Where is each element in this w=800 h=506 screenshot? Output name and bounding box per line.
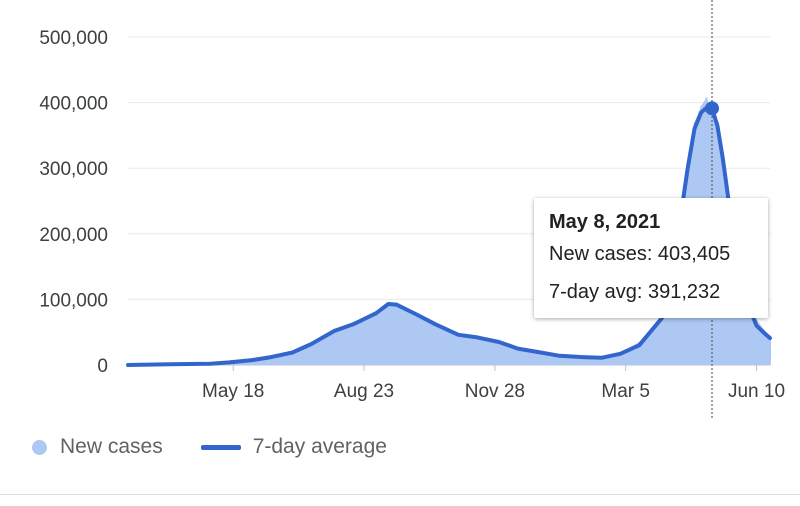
legend: New cases 7-day average [32, 432, 387, 462]
legend-average-label: 7-day average [252, 435, 387, 458]
highlight-point[interactable] [705, 101, 720, 116]
new-cases-legend-marker [32, 439, 47, 455]
tooltip-7day-avg: 7-day avg: 391,232 [549, 281, 721, 303]
x-tick-label: Nov 28 [465, 381, 525, 402]
x-tick-label: Jun 10 [728, 381, 785, 402]
y-tick-label: 0 [97, 356, 108, 377]
y-tick-label: 300,000 [39, 159, 108, 180]
x-tick-label: Aug 23 [334, 381, 394, 402]
seven-day-average-line [126, 105, 772, 367]
tooltip-date: May 8, 2021 [549, 211, 661, 233]
seven-day-average-legend-marker [200, 444, 241, 450]
y-tick-label: 100,000 [39, 290, 108, 311]
legend-new-cases-label: New cases [60, 435, 163, 458]
y-tick-label: 200,000 [39, 225, 108, 246]
x-tick-label: May 18 [202, 381, 264, 402]
tooltip: May 8, 2021 New cases: 403,405 7-day avg… [534, 198, 768, 318]
divider [0, 494, 800, 495]
tooltip-new-cases: New cases: 403,405 [549, 243, 731, 265]
x-axis-ticks: May 18 Aug 23 Nov 28 Mar 5 Jun 10 [202, 365, 785, 402]
y-tick-label: 400,000 [39, 94, 108, 115]
y-axis-ticks: 0 100,000 200,000 300,000 400,000 500,000 [39, 28, 108, 377]
x-tick-label: Mar 5 [601, 381, 650, 402]
new-cases-area [128, 97, 770, 366]
y-tick-label: 500,000 [39, 28, 108, 49]
